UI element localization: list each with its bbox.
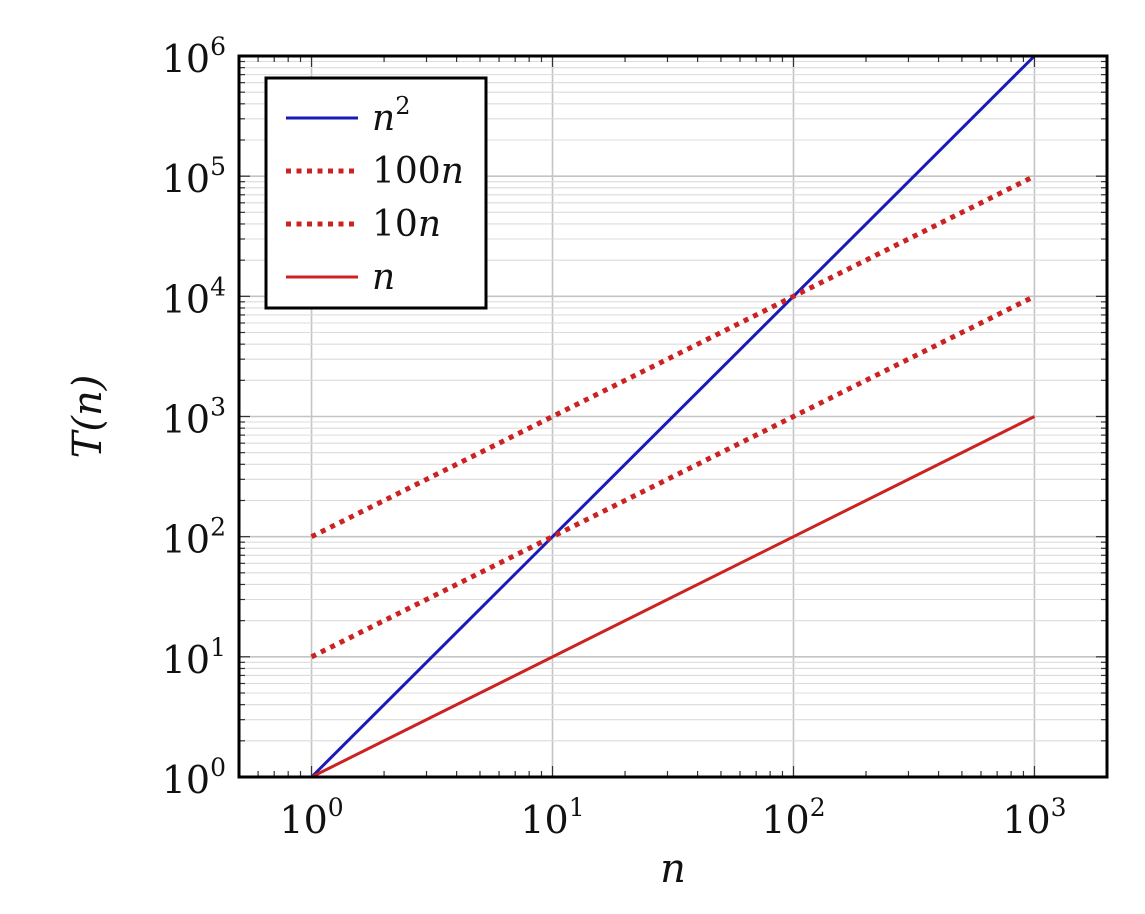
y-tick-labels: 100 101 102 103 104 105 106 <box>162 32 226 802</box>
y-tick-label: 104 <box>162 272 226 321</box>
y-tick-label: 100 <box>162 753 226 802</box>
legend-box <box>264 76 488 310</box>
series-lines <box>310 54 1036 779</box>
x-axis-label: n <box>660 846 686 892</box>
legend-label: n <box>372 257 395 298</box>
x-tick-labels: 100 101 102 103 <box>279 793 1066 842</box>
plot-frame <box>237 54 1109 779</box>
x-tick-label: 100 <box>279 793 343 842</box>
x-tick-label: 101 <box>520 793 584 842</box>
y-tick-label: 103 <box>162 393 226 442</box>
y-tick-label: 106 <box>162 32 226 81</box>
series-line-100n <box>310 173 1036 539</box>
series-line-n2 <box>310 54 1036 779</box>
series-line-10n <box>310 294 1036 660</box>
legend-label: 100n <box>372 151 464 192</box>
y-tick-label: 105 <box>162 152 226 201</box>
legend: n2 100n 10n n <box>264 76 488 310</box>
series-line-n <box>310 415 1036 779</box>
y-tick-label: 102 <box>162 513 226 562</box>
x-tick-label: 102 <box>761 793 825 842</box>
y-axis-label: T(n) <box>65 375 111 459</box>
legend-label: n2 <box>372 92 410 139</box>
x-tick-label: 103 <box>1002 793 1066 842</box>
y-tick-label: 101 <box>162 633 226 682</box>
legend-label: 10n <box>372 204 441 245</box>
